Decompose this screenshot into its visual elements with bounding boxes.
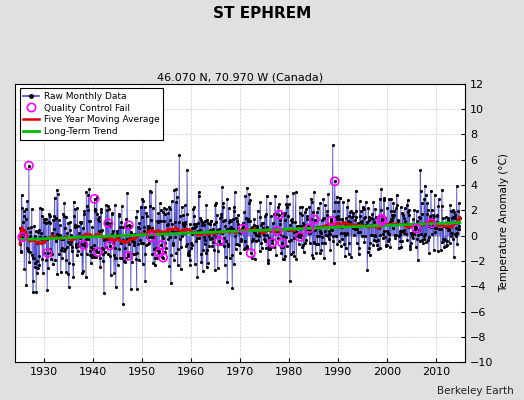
Point xyxy=(427,220,435,226)
Point xyxy=(159,254,167,261)
Point xyxy=(311,216,319,223)
Point xyxy=(305,226,313,232)
Point xyxy=(246,250,255,256)
Point xyxy=(79,242,88,248)
Point xyxy=(412,225,420,232)
Point xyxy=(377,216,386,222)
Point xyxy=(239,226,247,232)
Point xyxy=(104,220,113,226)
Text: Berkeley Earth: Berkeley Earth xyxy=(437,386,514,396)
Point xyxy=(275,212,283,218)
Y-axis label: Temperature Anomaly (°C): Temperature Anomaly (°C) xyxy=(499,154,509,292)
Text: ST EPHREM: ST EPHREM xyxy=(213,6,311,21)
Point xyxy=(105,242,114,249)
Point xyxy=(378,218,386,224)
Point xyxy=(147,234,156,240)
Legend: Raw Monthly Data, Quality Control Fail, Five Year Moving Average, Long-Term Tren: Raw Monthly Data, Quality Control Fail, … xyxy=(19,88,163,140)
Point xyxy=(43,250,52,256)
Point xyxy=(94,249,102,255)
Point xyxy=(296,234,304,240)
Point xyxy=(157,242,166,248)
Point xyxy=(273,228,281,234)
Point xyxy=(268,240,277,246)
Point xyxy=(215,238,224,244)
Point xyxy=(25,162,33,169)
Point xyxy=(331,178,339,184)
Point xyxy=(18,234,27,240)
Point xyxy=(124,253,132,259)
Point xyxy=(125,222,133,228)
Point xyxy=(278,240,286,246)
Point xyxy=(155,250,163,256)
Point xyxy=(328,218,336,224)
Point xyxy=(90,196,99,202)
Title: 46.070 N, 70.970 W (Canada): 46.070 N, 70.970 W (Canada) xyxy=(157,73,323,83)
